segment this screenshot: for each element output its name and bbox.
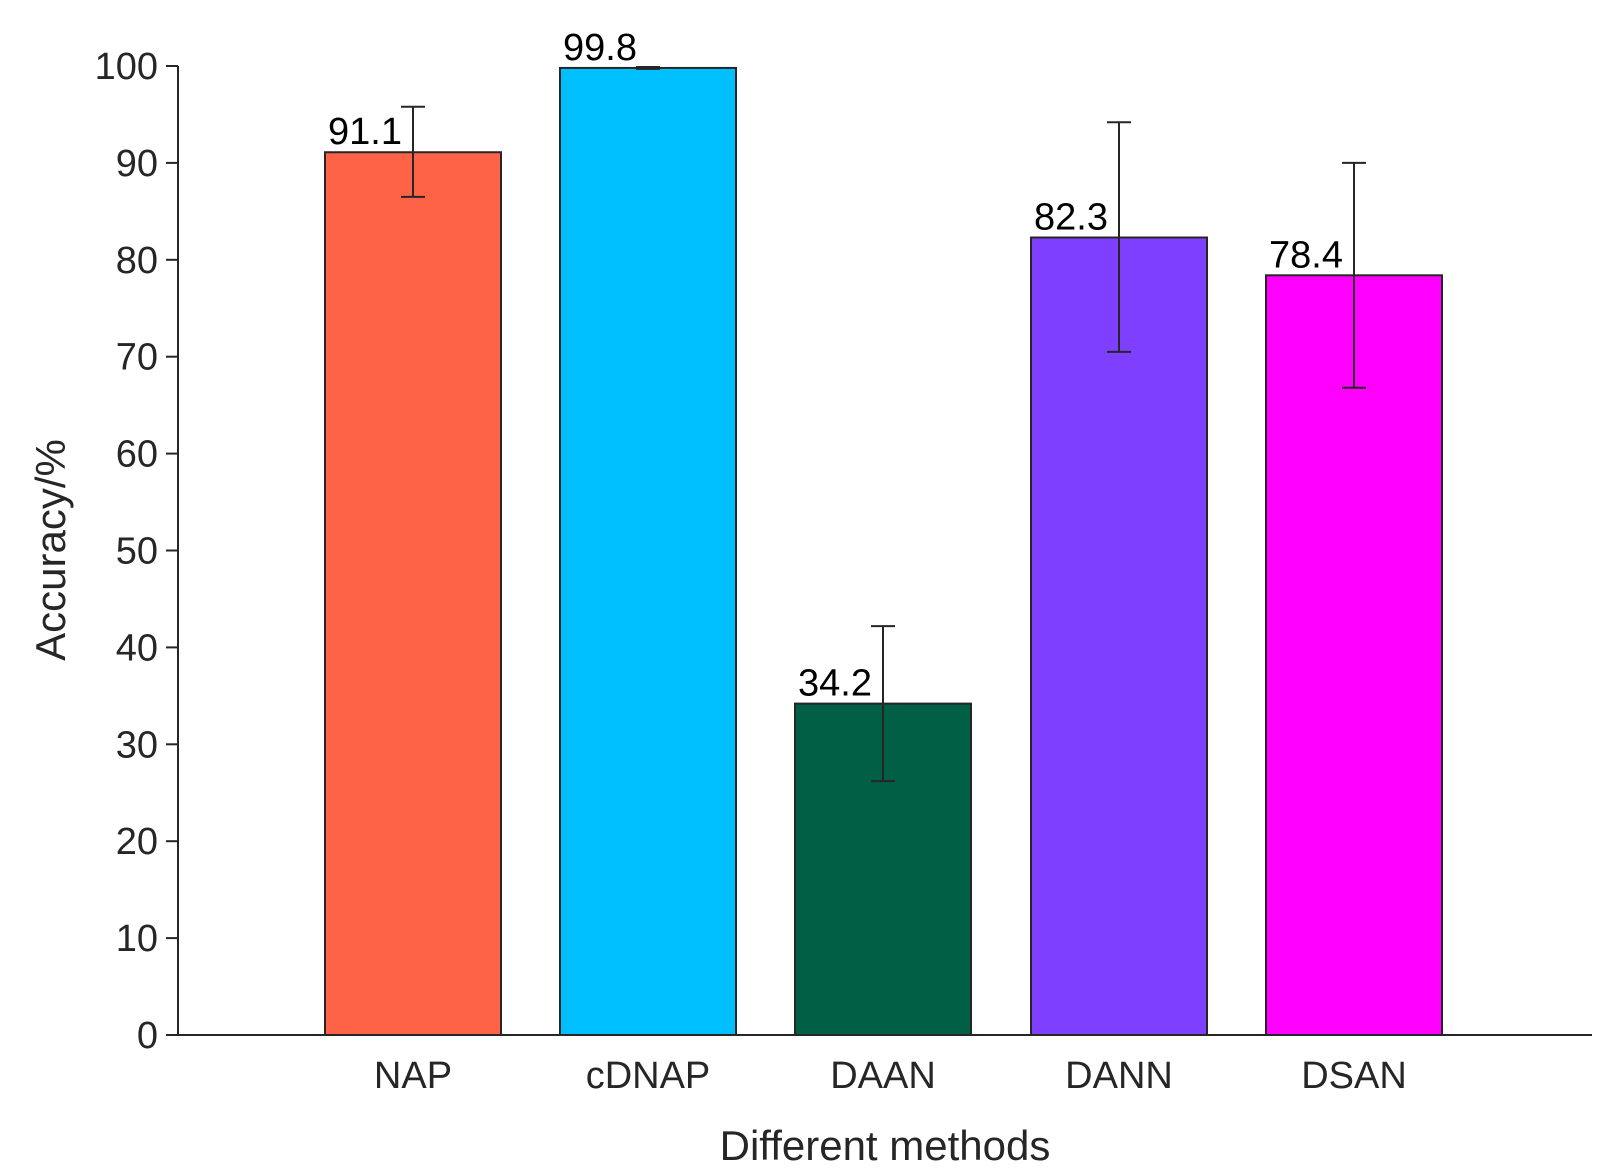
- x-tick-label-dann: DANN: [1065, 1055, 1173, 1097]
- x-tick-label-dsan: DSAN: [1301, 1055, 1407, 1097]
- error-bar-cdnap: [636, 65, 660, 70]
- error-bar-nap: [401, 105, 425, 198]
- value-labels: 91.1 99.8 34.2 82.3 78.4: [328, 27, 1343, 705]
- error-bar-dsan: [1342, 161, 1366, 389]
- y-tick-label-70: 70: [116, 337, 158, 379]
- y-tick-label-60: 60: [116, 434, 158, 476]
- y-tick-label-10: 10: [116, 918, 158, 960]
- x-tick-label-nap: NAP: [374, 1055, 452, 1097]
- x-axis-label: Different methods: [720, 1122, 1051, 1169]
- value-label-nap: 91.1: [328, 111, 402, 153]
- x-tick-label-daan: DAAN: [830, 1055, 936, 1097]
- axes: [177, 66, 1592, 1036]
- y-tick-label-50: 50: [116, 531, 158, 573]
- bar-nap: [324, 151, 502, 1036]
- value-label-cdnap: 99.8: [563, 27, 637, 69]
- y-tick-label-90: 90: [116, 143, 158, 185]
- bar-cdnap: [559, 66, 737, 1037]
- value-label-daan: 34.2: [798, 663, 872, 705]
- y-axis-label: Accuracy/%: [27, 439, 74, 661]
- error-bar-daan: [871, 625, 895, 783]
- x-tick-label-cdnap: cDNAP: [586, 1055, 711, 1097]
- y-tick-label-100: 100: [95, 46, 158, 88]
- y-tick-label-40: 40: [116, 627, 158, 669]
- y-tick-label-20: 20: [116, 821, 158, 863]
- bar-dann: [1030, 236, 1208, 1036]
- bar-dsan: [1265, 274, 1443, 1036]
- y-tick-label-30: 30: [116, 724, 158, 766]
- value-label-dann: 82.3: [1034, 197, 1108, 239]
- value-label-dsan: 78.4: [1269, 234, 1343, 276]
- y-tick-label-80: 80: [116, 240, 158, 282]
- y-axis-ticks: 0 10 20 30 40 50 60 70 80 90 100: [95, 46, 178, 1057]
- error-bars: [401, 65, 1366, 783]
- y-tick-label-0: 0: [137, 1015, 158, 1057]
- x-axis-ticks: NAP cDNAP DAAN DANN DSAN: [374, 1055, 1407, 1097]
- error-bar-dann: [1107, 121, 1131, 353]
- bars: [324, 66, 1443, 1037]
